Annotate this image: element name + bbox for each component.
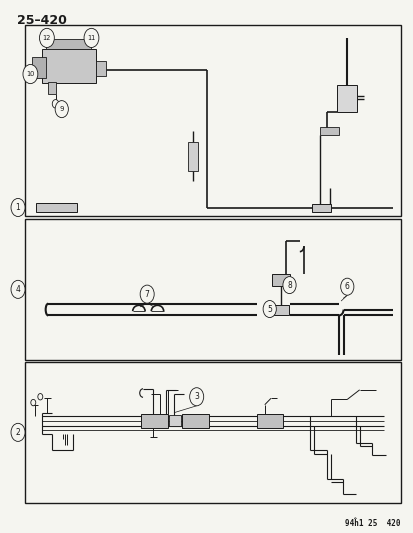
Circle shape bbox=[282, 277, 295, 294]
Text: 8: 8 bbox=[287, 280, 291, 289]
Bar bbox=[95, 61, 106, 76]
Circle shape bbox=[52, 100, 59, 108]
Text: 25–420: 25–420 bbox=[17, 14, 67, 27]
Bar bbox=[31, 56, 46, 78]
Text: 11: 11 bbox=[87, 35, 95, 41]
Text: 5: 5 bbox=[267, 304, 271, 313]
Bar bbox=[46, 39, 91, 49]
Text: 10: 10 bbox=[26, 71, 35, 77]
Circle shape bbox=[55, 101, 68, 118]
Bar bbox=[273, 305, 288, 316]
Bar bbox=[25, 219, 400, 360]
Text: 4: 4 bbox=[16, 285, 20, 294]
Circle shape bbox=[263, 301, 275, 318]
Circle shape bbox=[84, 28, 99, 47]
Bar bbox=[256, 414, 282, 428]
Text: 3: 3 bbox=[194, 392, 199, 401]
Text: 2: 2 bbox=[16, 428, 20, 437]
Text: 12: 12 bbox=[43, 35, 51, 41]
Circle shape bbox=[11, 280, 25, 298]
Bar bbox=[271, 274, 290, 286]
Bar bbox=[48, 82, 55, 94]
Text: 9: 9 bbox=[59, 106, 64, 112]
Bar bbox=[36, 203, 77, 212]
Text: 94ĥ1 25  420: 94ĥ1 25 420 bbox=[344, 519, 400, 528]
Bar bbox=[336, 85, 356, 112]
Bar bbox=[25, 362, 400, 503]
Circle shape bbox=[189, 387, 203, 406]
Circle shape bbox=[31, 399, 36, 406]
Bar bbox=[320, 127, 338, 135]
Bar bbox=[188, 142, 197, 171]
Circle shape bbox=[340, 278, 353, 295]
Bar bbox=[42, 49, 95, 83]
Bar bbox=[169, 415, 181, 426]
Circle shape bbox=[11, 198, 25, 216]
Circle shape bbox=[23, 64, 38, 84]
Circle shape bbox=[39, 28, 54, 47]
Circle shape bbox=[11, 423, 25, 441]
Circle shape bbox=[38, 393, 43, 400]
Bar bbox=[182, 414, 209, 428]
Text: 7: 7 bbox=[145, 289, 149, 298]
Bar bbox=[311, 204, 330, 212]
Text: 6: 6 bbox=[344, 282, 349, 291]
Text: 1: 1 bbox=[16, 203, 20, 212]
Bar bbox=[141, 414, 167, 428]
Circle shape bbox=[140, 285, 154, 303]
Bar bbox=[25, 25, 400, 216]
